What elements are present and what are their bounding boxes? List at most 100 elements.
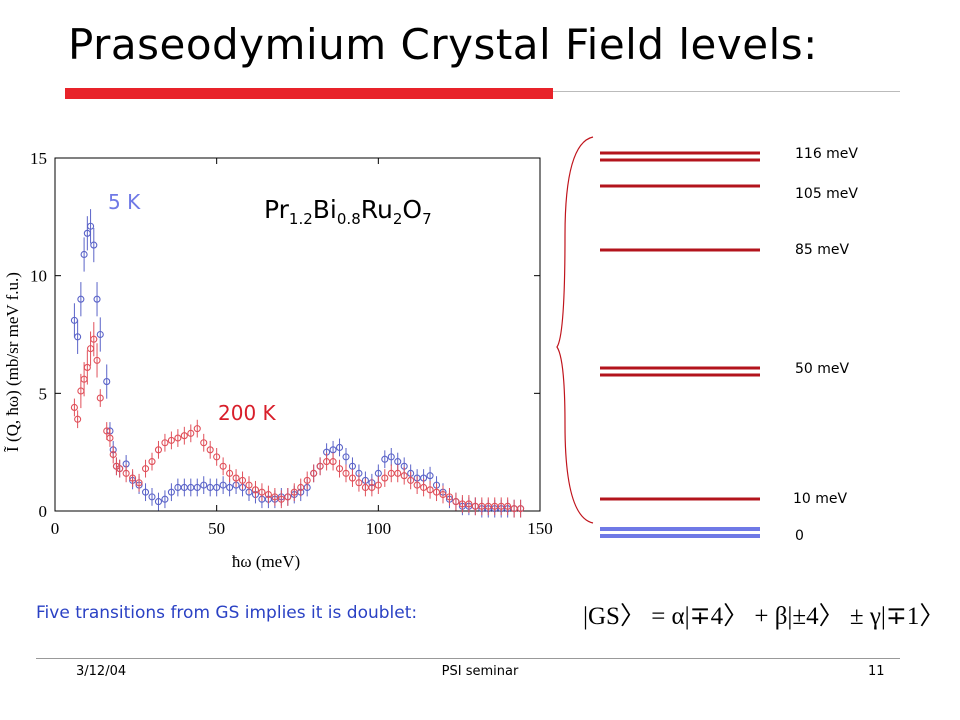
data-point bbox=[213, 483, 221, 492]
data-point bbox=[335, 465, 344, 473]
data-point bbox=[193, 425, 201, 433]
level-label-116: 116 meV bbox=[795, 146, 858, 162]
data-point bbox=[381, 474, 389, 482]
level-lines bbox=[600, 151, 760, 538]
data-point bbox=[122, 469, 130, 477]
data-point bbox=[80, 250, 88, 259]
data-point bbox=[303, 476, 311, 484]
data-point bbox=[238, 476, 247, 484]
data-point bbox=[106, 434, 114, 442]
x-axis-label: ħω (meV) bbox=[232, 552, 300, 571]
data-point bbox=[74, 415, 82, 423]
data-point bbox=[310, 469, 318, 477]
slide-title: Praseodymium Crystal Field levels: bbox=[68, 20, 818, 69]
page-number: 11 bbox=[868, 664, 885, 679]
data-point bbox=[374, 481, 382, 489]
footer-date: 3/12/04 bbox=[76, 664, 127, 679]
level-diagram bbox=[556, 136, 760, 538]
data-point bbox=[394, 469, 402, 477]
series-5k bbox=[70, 209, 525, 518]
data-point bbox=[129, 474, 137, 482]
data-point bbox=[426, 472, 434, 480]
data-point bbox=[103, 378, 111, 386]
data-point bbox=[116, 465, 124, 473]
label-200k: 200 K bbox=[218, 401, 276, 425]
data-point bbox=[200, 439, 208, 447]
plot-ticks: 0 50 100 150 0 5 10 15 bbox=[30, 149, 553, 538]
footer-rule bbox=[36, 658, 900, 659]
data-point bbox=[465, 500, 473, 508]
data-point bbox=[329, 458, 337, 466]
data-point bbox=[141, 488, 150, 496]
y-tick-label: 10 bbox=[30, 267, 47, 286]
x-tick-label: 0 bbox=[51, 519, 60, 538]
data-point bbox=[290, 488, 298, 496]
x-tick-label: 100 bbox=[366, 519, 392, 538]
data-point bbox=[90, 335, 98, 343]
level-label-50: 50 meV bbox=[795, 361, 850, 377]
data-point bbox=[445, 493, 454, 501]
plot-border bbox=[54, 157, 541, 512]
data-point bbox=[206, 446, 214, 454]
data-point bbox=[368, 483, 376, 492]
data-point bbox=[381, 455, 389, 463]
data-point bbox=[407, 476, 415, 484]
title-underline-bar bbox=[65, 88, 553, 99]
data-point bbox=[200, 481, 208, 489]
ground-state-equation: |GS〉 = α|∓4〉 + β|±4〉 ± γ|∓1〉 bbox=[583, 603, 945, 630]
data-point bbox=[439, 490, 447, 499]
compound-formula: Pr1.2Bi0.8Ru2O7 bbox=[264, 195, 432, 228]
doublet-note: Five transitions from GS implies it is d… bbox=[36, 603, 418, 623]
data-point bbox=[90, 241, 98, 249]
data-point bbox=[219, 462, 227, 470]
level-brace bbox=[556, 136, 594, 524]
data-point bbox=[193, 483, 201, 492]
data-point bbox=[187, 429, 195, 437]
data-point bbox=[245, 481, 253, 489]
data-point bbox=[426, 486, 434, 494]
data-point bbox=[400, 472, 408, 480]
x-tick-label: 50 bbox=[208, 519, 225, 538]
data-point bbox=[277, 495, 285, 503]
y-tick-label: 15 bbox=[30, 149, 47, 168]
data-point bbox=[161, 495, 169, 503]
data-point bbox=[413, 481, 421, 489]
label-5k: 5 K bbox=[108, 190, 141, 214]
data-point bbox=[148, 458, 156, 466]
data-point bbox=[70, 403, 78, 412]
data-point bbox=[87, 222, 95, 230]
x-tick-label: 150 bbox=[527, 519, 553, 538]
scattering-plot: 0 50 100 150 0 5 10 15 ħω (meV) Ĩ (Q, ħω) (mb/s… bbox=[3, 149, 553, 571]
data-point bbox=[432, 488, 441, 496]
data-point bbox=[452, 498, 460, 506]
data-point bbox=[517, 505, 525, 513]
footer-title: PSI seminar bbox=[441, 664, 519, 679]
data-point bbox=[251, 486, 260, 494]
data-point bbox=[316, 462, 324, 470]
level-label-10: 10 meV bbox=[793, 491, 848, 507]
data-point bbox=[232, 474, 240, 482]
data-point bbox=[154, 498, 163, 506]
data-point bbox=[420, 483, 428, 492]
plot-points bbox=[70, 209, 525, 518]
data-point bbox=[148, 493, 156, 501]
data-point bbox=[161, 439, 169, 447]
y-tick-label: 0 bbox=[39, 502, 48, 521]
data-point bbox=[342, 469, 350, 477]
data-point bbox=[335, 443, 344, 452]
data-point bbox=[342, 453, 350, 461]
data-point bbox=[109, 450, 117, 459]
data-point bbox=[284, 493, 292, 501]
data-point bbox=[271, 493, 279, 501]
data-point bbox=[96, 394, 104, 402]
level-label-85: 85 meV bbox=[795, 242, 850, 258]
data-point bbox=[226, 469, 234, 477]
data-point bbox=[93, 295, 101, 303]
data-point bbox=[180, 432, 188, 440]
title-rule bbox=[553, 91, 900, 92]
data-point bbox=[258, 488, 266, 496]
data-point bbox=[167, 488, 175, 496]
data-point bbox=[93, 356, 101, 364]
data-point bbox=[387, 453, 395, 461]
y-axis-label: Ĩ (Q, ħω) (mb/sr meV f.u.) bbox=[3, 272, 22, 452]
